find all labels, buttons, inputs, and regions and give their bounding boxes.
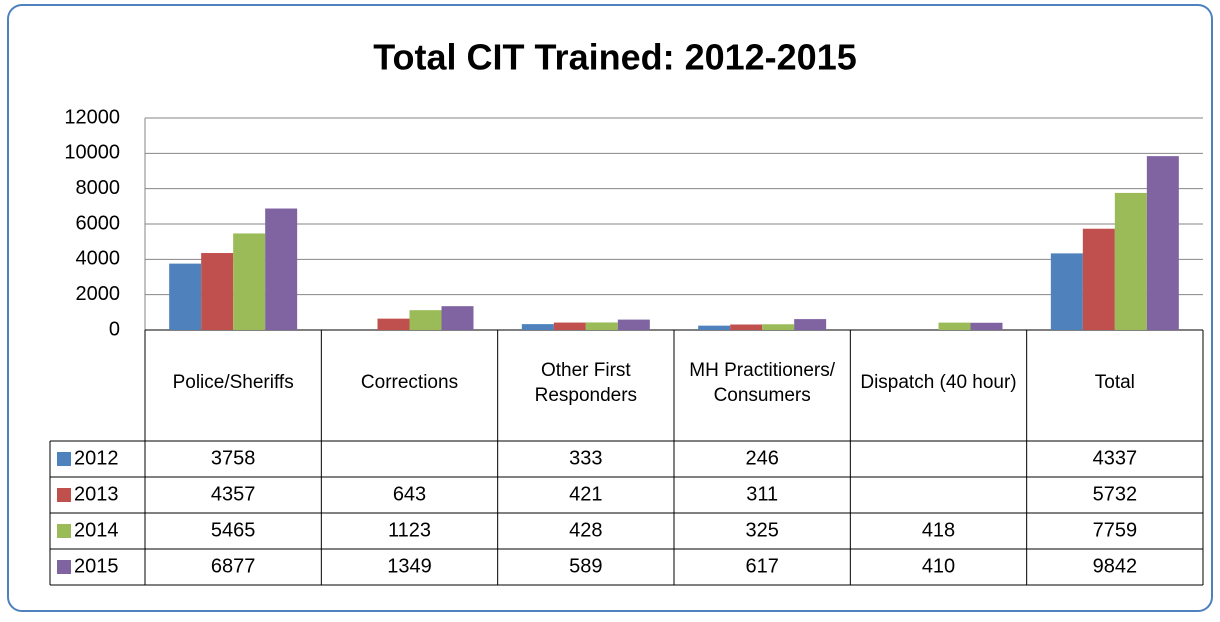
x-tick-label-box: Police/Sheriffs (172, 372, 294, 393)
x-tick-label-box: MH Practitioners/ Consumers (689, 359, 835, 406)
table-value: 421 (569, 483, 602, 505)
chart-title: Total CIT Trained: 2012-2015 (373, 37, 857, 78)
x-tick-label-box: Other First Responders (534, 359, 638, 406)
table-value: 428 (569, 519, 602, 541)
table-value: 1123 (388, 519, 431, 541)
legend-label: 2014 (74, 519, 119, 541)
table-value: 9842 (1093, 555, 1138, 577)
bar (553, 322, 586, 330)
bar (409, 310, 442, 330)
bar (521, 324, 554, 330)
table-value: 1349 (387, 555, 432, 577)
table-value: 410 (922, 555, 955, 577)
x-tick-label: MH Practitioners/ Consumers (689, 359, 835, 406)
y-tick-label: 4000 (76, 248, 121, 270)
chart-border (7, 4, 1213, 612)
bar (169, 263, 202, 330)
x-tick-label: Other First Responders (534, 359, 638, 406)
bar (441, 306, 474, 330)
table-value: 311 (746, 483, 778, 505)
bar (617, 319, 650, 330)
x-tick-label: Police/Sheriffs (172, 372, 294, 393)
bar (762, 324, 795, 330)
table-value: 4357 (211, 483, 256, 505)
bar (233, 233, 266, 330)
x-tick-label-box: Total (1094, 372, 1135, 393)
bar (730, 324, 763, 330)
x-tick-label: Dispatch (40 hour) (860, 372, 1017, 393)
bar (377, 318, 410, 330)
legend-swatch (57, 452, 71, 466)
bar (1082, 228, 1115, 330)
y-tick-label: 10000 (64, 142, 120, 164)
x-tick-label-box: Corrections (360, 372, 459, 393)
legend-swatch (57, 560, 71, 574)
legend-label: 2015 (74, 555, 119, 577)
bar (698, 325, 731, 330)
table-value: 617 (745, 555, 778, 577)
legend-label: 2012 (74, 447, 119, 469)
table-value: 7759 (1093, 519, 1138, 541)
bar (1146, 156, 1179, 330)
x-tick-label: Total (1094, 372, 1135, 393)
y-tick-label: 2000 (76, 283, 121, 305)
y-tick-label: 0 (109, 318, 120, 340)
legend-label: 2013 (74, 483, 119, 505)
table-value: 5465 (211, 519, 256, 541)
y-tick-label: 8000 (76, 177, 121, 199)
y-tick-label: 12000 (64, 106, 120, 128)
x-tick-label-box: Dispatch (40 hour) (860, 372, 1017, 393)
table-value: 246 (745, 447, 778, 469)
table-value: 5732 (1093, 483, 1138, 505)
bar (1050, 253, 1083, 330)
bar (938, 322, 971, 330)
table-value: 589 (569, 555, 602, 577)
bar (970, 322, 1003, 330)
x-tick-label: Corrections (360, 372, 459, 393)
y-tick-label: 6000 (76, 212, 121, 234)
table-value: 333 (569, 447, 602, 469)
table-value: 643 (393, 483, 426, 505)
table-value: 3758 (211, 447, 256, 469)
table-value: 6877 (211, 555, 256, 577)
legend-swatch (57, 524, 71, 538)
bar (201, 253, 234, 330)
bar (585, 322, 618, 330)
bar (265, 208, 298, 330)
table-value: 325 (745, 519, 778, 541)
legend-swatch (57, 488, 71, 502)
bar (1114, 192, 1147, 330)
bar (794, 319, 827, 330)
table-value: 4337 (1093, 447, 1138, 469)
table-value: 418 (922, 519, 955, 541)
